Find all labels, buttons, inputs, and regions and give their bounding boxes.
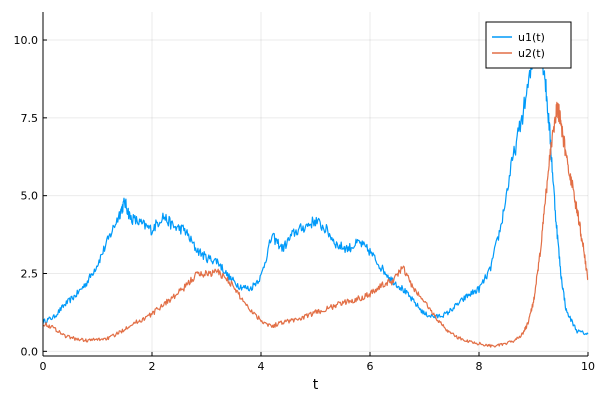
legend: u1(t) u2(t) <box>485 21 572 69</box>
x-axis-title: t <box>313 377 319 393</box>
y-tick-label: 10.0 <box>14 34 39 47</box>
y-tick-label: 0.0 <box>21 345 39 358</box>
x-tick-label: 2 <box>149 360 156 373</box>
series-line-u1t <box>42 38 589 336</box>
legend-box <box>485 21 572 69</box>
x-tick-label: 10 <box>581 360 595 373</box>
y-tick-label: 5.0 <box>21 190 39 203</box>
legend-label: u2(t) <box>518 47 545 60</box>
axes <box>42 12 589 357</box>
x-tick-label: 6 <box>367 360 374 373</box>
x-tick-label: 8 <box>476 360 483 373</box>
series-line-u2t <box>42 101 589 348</box>
legend-label: u1(t) <box>518 31 545 44</box>
y-tick-label: 7.5 <box>21 112 39 125</box>
tick-labels: 0 2 4 6 8 10 0.0 2.5 5.0 7.5 10.0 <box>14 34 596 373</box>
y-tick-label: 2.5 <box>21 268 39 281</box>
series-group <box>42 38 589 348</box>
legend-items: u1(t) u2(t) <box>492 31 545 60</box>
x-tick-label: 0 <box>40 360 47 373</box>
x-tick-label: 4 <box>258 360 265 373</box>
